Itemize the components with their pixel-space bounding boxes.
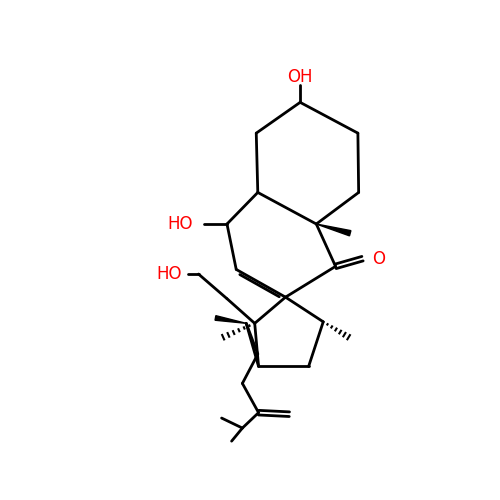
Polygon shape: [215, 316, 246, 324]
Text: O: O: [372, 250, 385, 268]
Text: OH: OH: [288, 68, 313, 86]
Polygon shape: [316, 224, 351, 236]
Text: HO: HO: [168, 215, 193, 233]
Text: HO: HO: [157, 265, 182, 283]
